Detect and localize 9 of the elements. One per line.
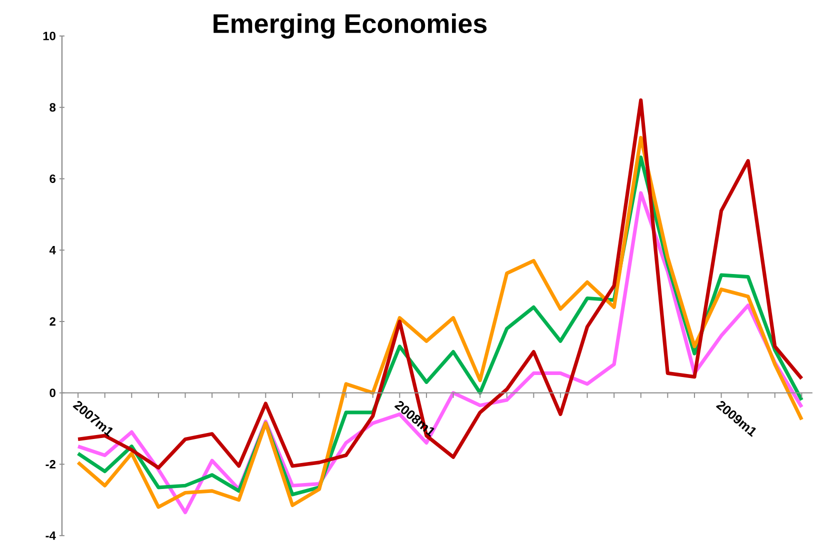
y-tick-label: 0 [50, 388, 56, 398]
y-tick-label: 10 [43, 32, 56, 40]
y-tick-label: -4 [46, 532, 56, 540]
y-tick-label: 6 [50, 174, 56, 184]
y-tick-label: 8 [50, 103, 56, 112]
chart-title: Emerging Economies [214, 14, 487, 39]
y-tick-label: 2 [50, 317, 56, 326]
y-tick-label: -2 [46, 460, 56, 469]
y-tick-label: 4 [49, 246, 56, 254]
